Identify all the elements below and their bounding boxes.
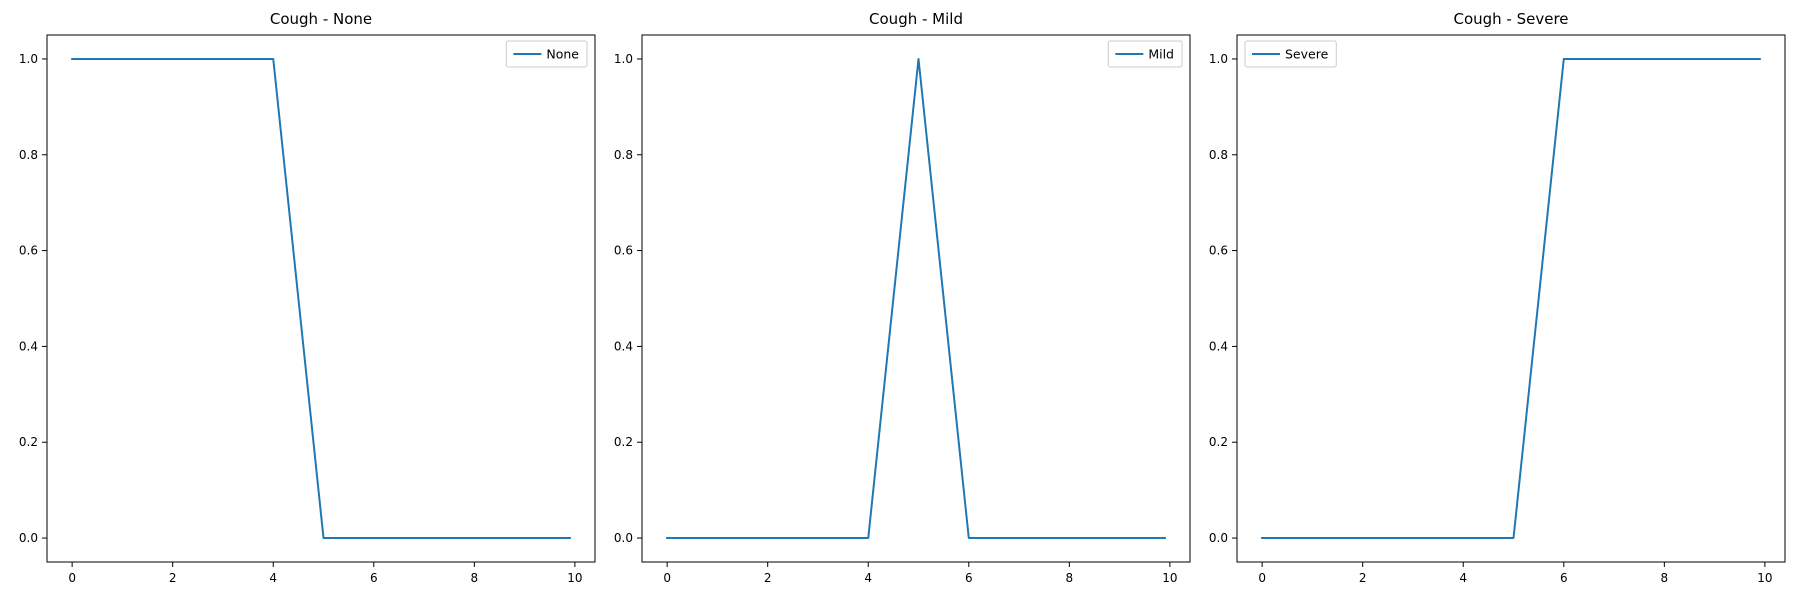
subplot-severe: Cough - Severe 0 2 4 6 8 10 0.0 0.2 0.4 0.6 0.8 1.0… (1209, 10, 1786, 585)
x-tick-label: 8 (471, 571, 479, 585)
y-tick-label: 1.0 (19, 52, 38, 66)
y-tick-label: 0.4 (614, 339, 633, 353)
legend-label: Severe (1285, 47, 1329, 62)
axes-frame (46, 34, 596, 563)
axes-frame (641, 34, 1191, 563)
series-line (666, 57, 1166, 540)
y-tick-label: 0.8 (614, 148, 633, 162)
x-tick-label: 2 (764, 571, 772, 585)
plot-area (1237, 35, 1785, 562)
y-tick-label: 0.8 (19, 148, 38, 162)
x-tick-label: 2 (1359, 571, 1367, 585)
y-tick-label: 0.2 (19, 435, 38, 449)
y-tick-label: 0.6 (1209, 244, 1228, 258)
chart-title: Cough - Mild (869, 10, 963, 28)
chart-title: Cough - Severe (1453, 10, 1568, 28)
x-tick-label: 10 (1162, 571, 1177, 585)
plot-area (642, 35, 1190, 562)
series-line (71, 57, 571, 540)
y-tick-label: 0.4 (19, 339, 38, 353)
plot-area (47, 35, 595, 562)
y-tick-label: 0.2 (614, 435, 633, 449)
x-tick-label: 6 (965, 571, 973, 585)
y-tick-label: 0.8 (1209, 148, 1228, 162)
y-tick-label: 0.0 (614, 531, 633, 545)
x-tick-label: 0 (1258, 571, 1266, 585)
axes-frame (1236, 34, 1786, 563)
y-tick-label: 1.0 (614, 52, 633, 66)
x-tick-label: 2 (169, 571, 177, 585)
x-tick-label: 8 (1661, 571, 1669, 585)
series-line (1261, 57, 1761, 540)
x-tick-label: 10 (1757, 571, 1772, 585)
chart-title: Cough - None (270, 10, 372, 28)
legend: Mild (1107, 40, 1183, 68)
plot-layer: 0 2 4 6 8 10 0.0 0.2 0.4 0.6 0.8 1.0 (19, 52, 583, 585)
y-tick-label: 0.0 (19, 531, 38, 545)
y-tick-label: 0.2 (1209, 435, 1228, 449)
y-tick-label: 0.6 (19, 244, 38, 258)
y-tick-label: 1.0 (1209, 52, 1228, 66)
y-tick-label: 0.6 (614, 244, 633, 258)
y-tick-label: 0.4 (1209, 339, 1228, 353)
x-tick-label: 6 (370, 571, 378, 585)
legend-box (505, 40, 588, 68)
x-tick-label: 4 (269, 571, 277, 585)
legend: None (505, 40, 588, 68)
x-tick-label: 8 (1066, 571, 1074, 585)
legend-label: Mild (1148, 47, 1174, 62)
legend-box (1244, 40, 1337, 68)
x-tick-label: 0 (663, 571, 671, 585)
legend: Severe (1244, 40, 1337, 68)
subplot-mild: Cough - Mild 0 2 4 6 8 10 0.0 0.2 0.4 0.6 0.8 1.0 M… (614, 10, 1191, 585)
plot-layer: 0 2 4 6 8 10 0.0 0.2 0.4 0.6 0.8 1.0 (1209, 52, 1773, 585)
x-tick-label: 4 (864, 571, 872, 585)
legend-label: None (546, 47, 579, 62)
x-tick-label: 4 (1459, 571, 1467, 585)
x-tick-label: 0 (68, 571, 76, 585)
subplot-none: Cough - None 0 2 4 6 8 10 0.0 0.2 0.4 0.6 0.8 1.0 N… (19, 10, 596, 585)
legend-box (1107, 40, 1183, 68)
x-tick-label: 6 (1560, 571, 1568, 585)
y-tick-label: 0.0 (1209, 531, 1228, 545)
x-tick-label: 10 (567, 571, 582, 585)
plot-layer: 0 2 4 6 8 10 0.0 0.2 0.4 0.6 0.8 1.0 (614, 52, 1178, 585)
